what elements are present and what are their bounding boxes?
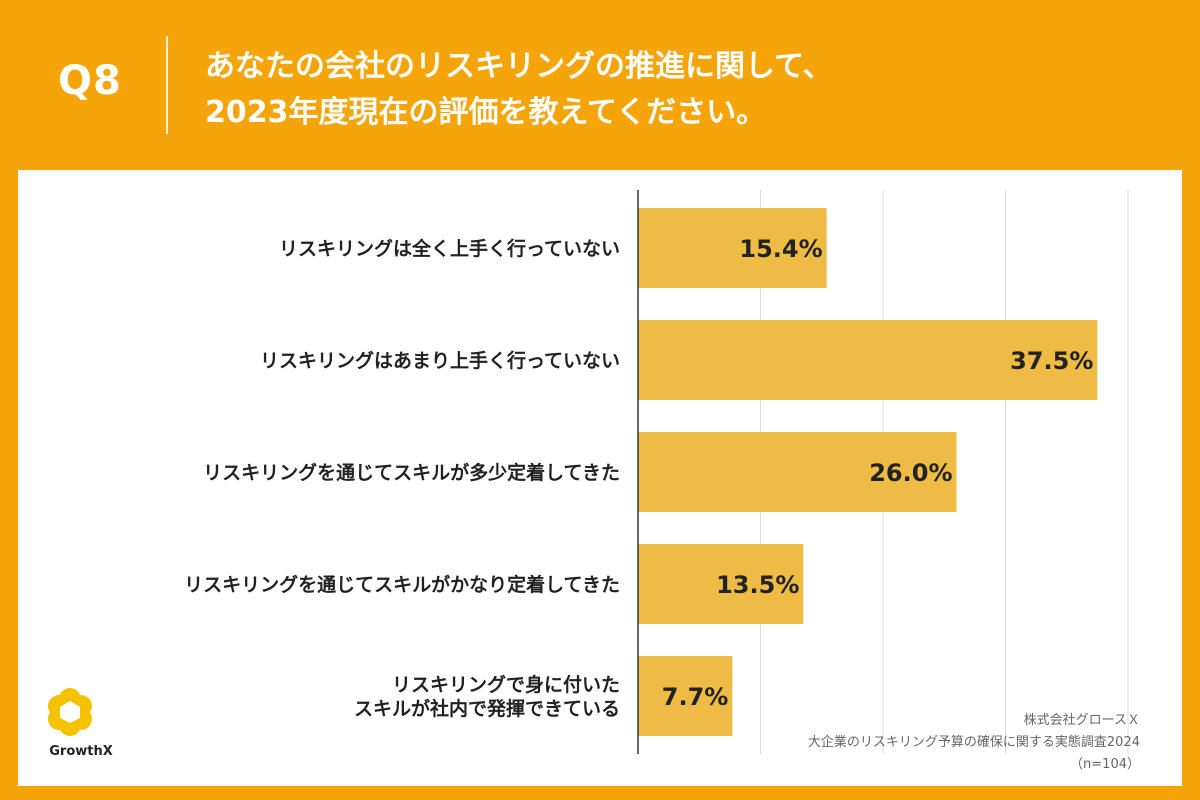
- category-label: リスキリングは全く上手く行っていない: [279, 237, 620, 260]
- bar: [638, 432, 957, 512]
- chart-panel: 15.4% リスキリングは全く上手く行っていない 37.5% リスキリングはあまり上手…: [18, 170, 1182, 786]
- question-header: Q8 あなたの会社のリスキリングの推進に関して、 2023年度現在の評価を教えて…: [0, 0, 1200, 170]
- question-number: Q8: [58, 58, 122, 104]
- bar: [638, 656, 733, 736]
- source-note: 株式会社グロースＸ 大企業のリスキリング予算の確保に関する実態調査2024 （n…: [808, 710, 1140, 776]
- category-label: リスキリングを通じてスキルがかなり定着してきた: [184, 573, 620, 596]
- bar: [638, 208, 827, 288]
- category-label: リスキリングを通じてスキルが多少定着してきた: [203, 461, 620, 484]
- source-company: 株式会社グロースＸ: [1023, 713, 1140, 728]
- category-label: リスキリングはあまり上手く行っていない: [260, 349, 620, 372]
- bar-value-label: 15.4%: [739, 235, 822, 263]
- bar-chart: 15.4% リスキリングは全く上手く行っていない 37.5% リスキリングはあまり上手…: [184, 190, 1129, 754]
- source-sample: （n=104）: [1070, 757, 1140, 772]
- category-label: リスキリングで身に付いた: [392, 673, 620, 696]
- question-line-2: 2023年度現在の評価を教えてください。: [205, 95, 767, 130]
- logo-text: GrowthX: [49, 744, 113, 759]
- bar: [638, 320, 1098, 400]
- bar-value-label: 37.5%: [1010, 347, 1093, 375]
- bar-value-label: 7.7%: [662, 683, 729, 711]
- growthx-logo-icon: [48, 688, 92, 736]
- question-text: あなたの会社のリスキリングの推進に関して、 2023年度現在の評価を教えてくださ…: [205, 44, 833, 136]
- bar-value-label: 13.5%: [716, 571, 799, 599]
- header-divider: [166, 36, 168, 134]
- category-label: スキルが社内で発揮できている: [354, 697, 620, 720]
- source-survey: 大企業のリスキリング予算の確保に関する実態調査2024: [807, 735, 1140, 750]
- question-line-1: あなたの会社のリスキリングの推進に関して、: [205, 49, 833, 84]
- bar-value-label: 26.0%: [869, 459, 952, 487]
- bar: [638, 544, 804, 624]
